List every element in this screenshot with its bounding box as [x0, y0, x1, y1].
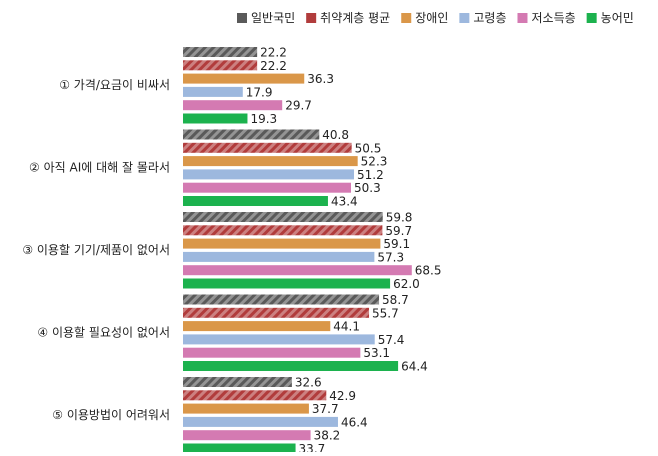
legend-swatch: [306, 13, 317, 23]
value-label: 19.3: [250, 112, 277, 126]
bar: [183, 196, 328, 206]
bar: [183, 238, 381, 249]
legend-label: 장애인: [415, 11, 448, 25]
value-label: 44.1: [333, 320, 360, 334]
category-label: ① 가격/요금이 비싸서: [59, 78, 170, 92]
bar: [183, 430, 311, 441]
bar: [183, 278, 391, 289]
legend-label: 일반국민: [251, 11, 295, 25]
bar: [183, 129, 320, 140]
bar: [183, 403, 309, 414]
bar: [183, 169, 355, 180]
legend-swatch: [401, 13, 412, 23]
bar: [183, 225, 383, 236]
value-label: 37.7: [312, 402, 339, 416]
value-label: 50.5: [355, 141, 382, 155]
bar: [183, 60, 258, 71]
category-label: ③ 이용할 기기/제품이 없어서: [22, 243, 170, 257]
bar: [183, 334, 375, 345]
value-label: 29.7: [285, 99, 312, 113]
value-label: 36.3: [307, 72, 334, 86]
bar: [183, 265, 412, 276]
legend-swatch: [459, 13, 470, 23]
bar: [183, 182, 352, 193]
bar: [183, 86, 243, 97]
legend-swatch: [517, 13, 528, 23]
bar: [183, 443, 296, 454]
value-label: 50.3: [354, 181, 381, 195]
value-label: 68.5: [415, 264, 442, 278]
bar: [183, 251, 375, 262]
category-label: ② 아직 AI에 대해 잘 몰라서: [29, 160, 170, 174]
bar: [183, 416, 338, 427]
bar: [183, 212, 383, 222]
value-label: 17.9: [246, 85, 273, 99]
value-label: 53.1: [363, 346, 390, 360]
legend-swatch: [586, 13, 597, 23]
value-label: 42.9: [329, 389, 356, 403]
bar: [183, 100, 283, 111]
value-label: 38.2: [314, 429, 341, 443]
value-label: 55.7: [372, 306, 399, 320]
bar: [183, 47, 258, 57]
value-label: 40.8: [322, 128, 349, 142]
value-label: 43.4: [331, 195, 358, 209]
value-label: 64.4: [401, 360, 428, 374]
value-label: 57.3: [377, 250, 404, 264]
value-label: 46.4: [341, 415, 368, 429]
value-label: 58.7: [382, 293, 409, 307]
legend-label: 고령층: [473, 11, 506, 25]
value-label: 22.2: [260, 46, 287, 60]
legend-label: 취약계층 평균: [320, 10, 390, 25]
bar: [183, 361, 399, 371]
bar: [183, 390, 327, 401]
bar: [183, 73, 305, 84]
value-label: 33.7: [299, 442, 326, 452]
category-label: ④ 이용할 필요성이 없어서: [37, 325, 170, 339]
bar: [183, 294, 380, 305]
value-label: 57.4: [378, 333, 405, 347]
bar: [183, 156, 358, 167]
value-label: 59.1: [383, 237, 410, 251]
value-label: 52.3: [361, 155, 388, 169]
bar: [183, 347, 361, 358]
bar: [183, 321, 331, 332]
legend-swatch: [237, 13, 247, 23]
legend-label: 저소득층: [531, 11, 575, 25]
category-label: ⑤ 이용방법이 어려워서: [52, 408, 170, 422]
bar: [183, 377, 292, 387]
value-label: 62.0: [393, 277, 420, 291]
value-label: 59.8: [386, 211, 413, 225]
value-label: 32.6: [295, 376, 322, 390]
value-label: 51.2: [357, 168, 384, 182]
bar: [183, 307, 370, 318]
bar: [183, 142, 352, 153]
value-label: 22.2: [260, 59, 287, 73]
legend-label: 농어민: [601, 11, 634, 25]
value-label: 59.7: [385, 224, 412, 238]
bar: [183, 113, 248, 124]
